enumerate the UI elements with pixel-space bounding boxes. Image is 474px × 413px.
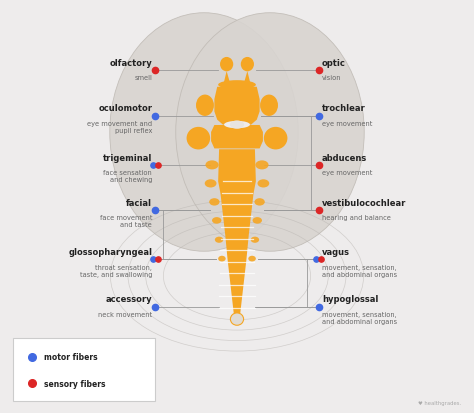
Text: abducens: abducens [322,153,367,162]
Ellipse shape [230,121,244,129]
Point [218,248,223,253]
Point [248,179,254,184]
Text: vision: vision [322,75,341,81]
Ellipse shape [110,14,298,252]
Text: eye movement and
pupil reflex: eye movement and pupil reflex [87,120,152,133]
Ellipse shape [248,256,256,262]
Point [216,294,222,299]
Ellipse shape [241,58,254,72]
Point [253,306,258,311]
Ellipse shape [196,95,214,116]
Text: hypoglossal: hypoglossal [322,295,378,304]
FancyBboxPatch shape [13,338,155,401]
Ellipse shape [212,218,221,224]
Point [250,237,256,242]
Ellipse shape [218,81,256,90]
Ellipse shape [255,199,265,206]
Point [217,271,222,276]
Text: sensory fibers: sensory fibers [44,379,105,388]
Ellipse shape [251,237,259,243]
Text: oculomotor: oculomotor [98,104,152,113]
Text: trochlear: trochlear [322,104,365,113]
Polygon shape [211,126,263,149]
Polygon shape [244,72,250,83]
Ellipse shape [209,199,219,206]
Polygon shape [214,88,260,125]
Point [249,191,255,196]
Polygon shape [218,150,256,317]
Point [252,283,257,288]
Point [249,214,255,219]
Point [218,237,224,242]
Point [217,283,222,288]
Ellipse shape [257,180,269,188]
Ellipse shape [215,237,223,243]
Point [216,306,221,311]
Text: smell: smell [134,75,152,81]
Text: neck movement: neck movement [98,311,152,317]
Text: facial: facial [126,198,152,207]
Point [219,214,225,219]
Point [251,248,256,253]
Point [219,191,225,196]
Ellipse shape [230,313,244,325]
Point [250,225,255,230]
Point [252,294,258,299]
Text: olfactory: olfactory [109,59,152,68]
Ellipse shape [218,256,226,262]
Ellipse shape [253,218,262,224]
Text: motor fibers: motor fibers [44,352,98,361]
Point [219,202,225,207]
Ellipse shape [205,180,217,188]
Text: vestibulocochlear: vestibulocochlear [322,198,406,207]
Text: eye movement: eye movement [322,170,372,176]
Ellipse shape [224,121,250,129]
Text: face sensation
and chewing: face sensation and chewing [103,170,152,183]
Point [219,225,224,230]
Point [220,179,226,184]
Text: glossopharyngeal: glossopharyngeal [68,247,152,256]
Ellipse shape [205,161,219,170]
Point [217,260,223,265]
Ellipse shape [260,95,278,116]
Text: accessory: accessory [106,295,152,304]
Text: movement, sensation,
and abdominal organs: movement, sensation, and abdominal organ… [322,264,397,277]
Point [252,271,257,276]
Text: face movement
and taste: face movement and taste [100,215,152,228]
Text: throat sensation,
taste, and swallowing: throat sensation, taste, and swallowing [80,264,152,277]
Polygon shape [224,72,230,83]
Ellipse shape [220,58,233,72]
Text: eye movement: eye movement [322,120,372,126]
Point [251,260,257,265]
Text: vagus: vagus [322,247,350,256]
Ellipse shape [264,128,287,150]
Text: ♥ healthgrades.: ♥ healthgrades. [418,401,461,406]
Text: optic: optic [322,59,346,68]
Point [249,202,255,207]
Text: hearing and balance: hearing and balance [322,215,391,221]
Ellipse shape [176,14,364,252]
Text: trigeminal: trigeminal [103,153,152,162]
Text: movement, sensation,
and abdominal organs: movement, sensation, and abdominal organ… [322,311,397,324]
Ellipse shape [255,161,269,170]
Ellipse shape [187,128,210,150]
